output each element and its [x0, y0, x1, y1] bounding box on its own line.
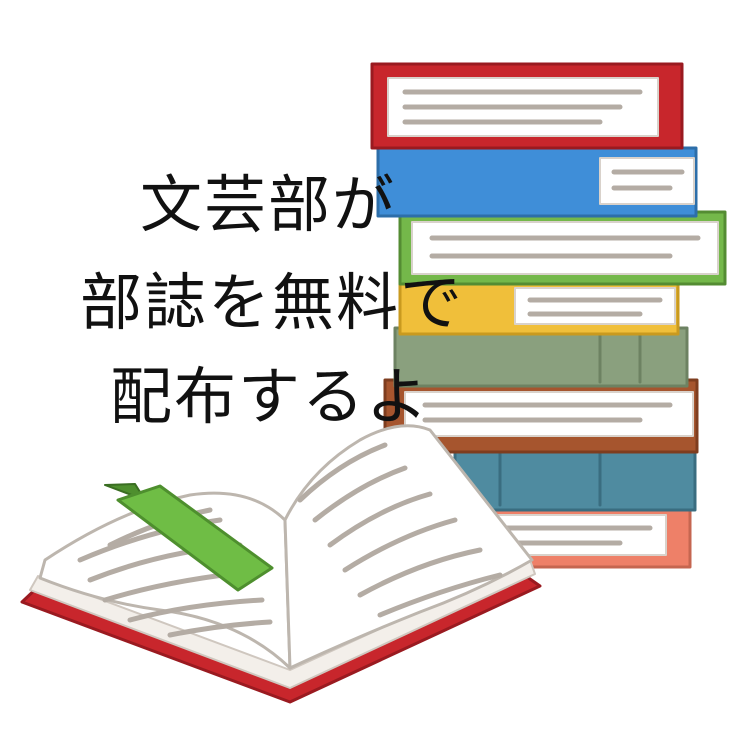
open-book [20, 424, 542, 704]
headline-line-3: 配布するよ [110, 360, 431, 433]
headline-line-1: 文芸部が [140, 168, 397, 241]
book-red [370, 62, 684, 150]
book-green [398, 210, 727, 286]
book-sage [393, 326, 689, 388]
book-brown [383, 378, 699, 454]
book-blue [376, 146, 698, 218]
headline-line-2: 部誌を無料で [80, 266, 465, 339]
